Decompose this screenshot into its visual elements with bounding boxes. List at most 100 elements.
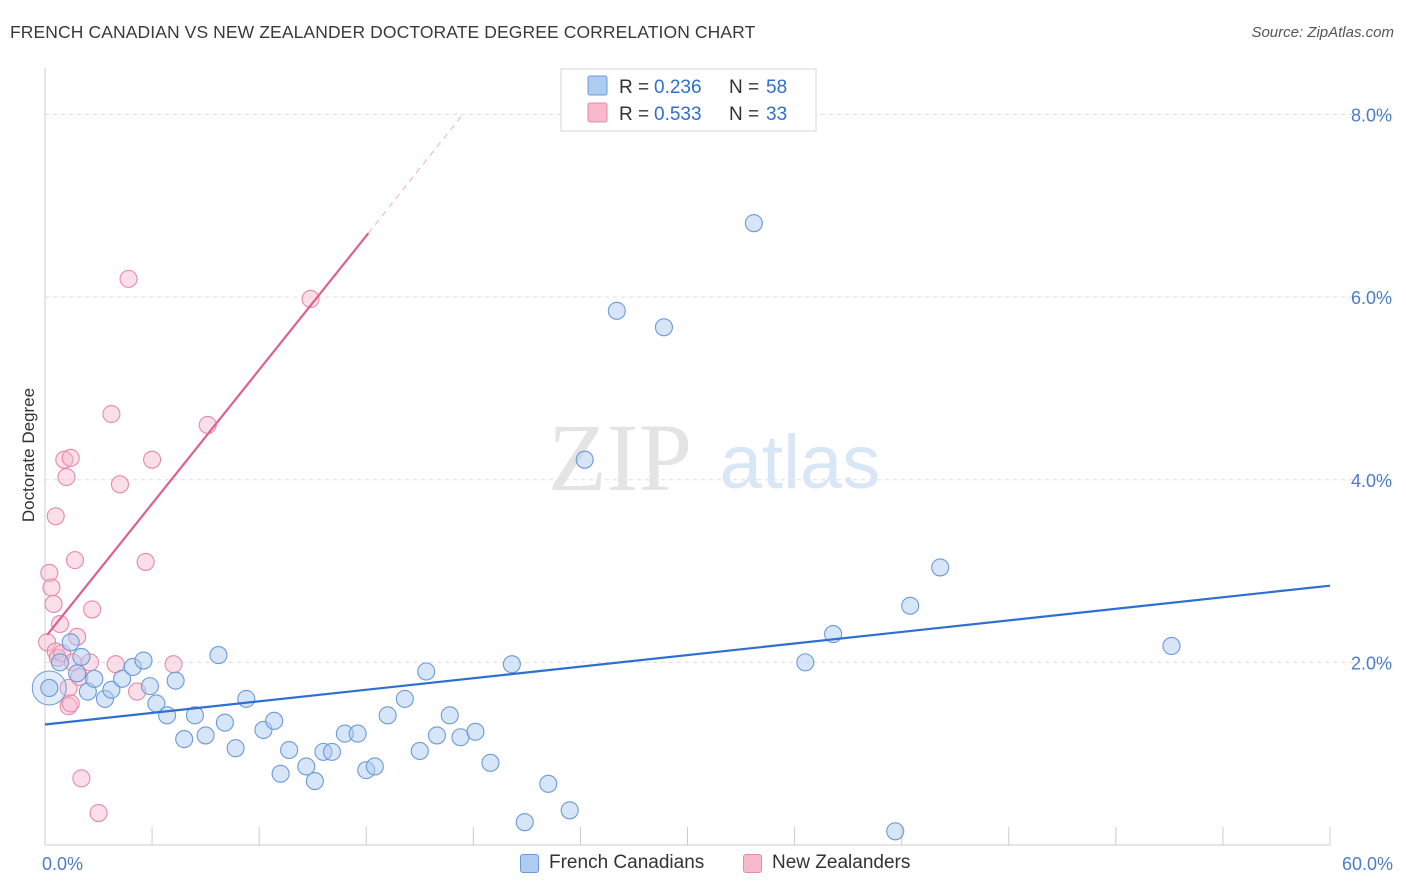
- y-tick-label: 6.0%: [1351, 288, 1392, 308]
- data-point-french-canadians: [265, 711, 284, 730]
- data-point-new-zealanders: [89, 803, 108, 823]
- correlation-legend: R = 0.236 N = 58 R = 0.533 N = 33: [560, 68, 817, 132]
- axis-layer: [44, 68, 1331, 846]
- data-point-french-canadians: [237, 689, 256, 708]
- legend-r-value-pink: 0.533: [654, 104, 702, 125]
- data-point-french-canadians: [451, 728, 470, 747]
- data-point-french-canadians: [575, 450, 594, 469]
- data-point-french-canadians: [166, 671, 185, 690]
- data-point-french-canadians: [796, 653, 815, 672]
- data-point-new-zealanders: [44, 594, 63, 613]
- y-tick-label: 4.0%: [1351, 471, 1392, 491]
- data-point-french-canadians: [607, 301, 626, 320]
- tick-labels: 2.0% 4.0% 6.0% 8.0% 0.0% 60.0%: [42, 106, 1393, 874]
- data-point-french-canadians: [134, 651, 153, 670]
- watermark: ZIP atlas: [548, 404, 880, 511]
- grid-layer: [45, 114, 1392, 663]
- legend-swatch-french-canadians: [520, 853, 539, 873]
- data-point-french-canadians: [744, 214, 763, 233]
- data-point-french-canadians: [395, 689, 414, 708]
- data-point-french-canadians: [61, 633, 80, 652]
- data-point-french-canadians: [305, 772, 324, 791]
- legend-n-value-blue: 58: [766, 77, 787, 98]
- data-point-french-canadians: [50, 653, 70, 672]
- data-point-french-canadians: [209, 646, 228, 665]
- legend-label-new-zealanders: New Zealanders: [772, 852, 911, 873]
- data-point-french-canadians: [931, 558, 950, 577]
- data-point-french-canadians: [113, 669, 132, 688]
- data-point-french-canadians: [271, 764, 290, 783]
- data-point-french-canadians: [196, 726, 215, 745]
- data-point-new-zealanders: [72, 769, 91, 788]
- data-point-french-canadians: [158, 706, 177, 725]
- data-point-french-canadians: [280, 740, 299, 760]
- data-point-french-canadians: [322, 742, 342, 761]
- data-point-french-canadians: [72, 647, 91, 666]
- data-point-new-zealanders: [46, 507, 65, 526]
- data-point-new-zealanders: [57, 467, 76, 487]
- trend-line-new-zealanders-extension: [368, 114, 464, 234]
- trend-lines: [44, 114, 1331, 726]
- trend-line-french-canadians: [44, 584, 1331, 726]
- data-point-new-zealanders: [42, 578, 61, 597]
- data-point-french-canadians: [654, 318, 673, 337]
- data-point-french-canadians: [140, 677, 159, 696]
- chart-title: FRENCH CANADIAN VS NEW ZEALANDER DOCTORA…: [10, 22, 756, 42]
- series-french-canadians-points: [31, 214, 1181, 841]
- data-point-new-zealanders: [143, 450, 162, 469]
- watermark-atlas: atlas: [720, 420, 881, 505]
- data-point-french-canadians: [102, 680, 121, 699]
- trend-line-new-zealanders: [46, 232, 370, 636]
- data-point-french-canadians: [515, 813, 534, 832]
- data-point-french-canadians: [410, 741, 429, 761]
- y-tick-label: 8.0%: [1351, 106, 1392, 126]
- data-point-new-zealanders: [102, 404, 121, 424]
- data-point-french-canadians: [85, 669, 104, 688]
- legend-label-french-canadians: French Canadians: [549, 852, 705, 873]
- data-point-new-zealanders: [61, 448, 80, 467]
- x-tick-label-min: 0.0%: [42, 854, 83, 874]
- legend-swatch-pink: [587, 102, 608, 123]
- legend-n-value-pink: 33: [766, 104, 787, 125]
- data-point-new-zealanders: [59, 678, 78, 697]
- y-axis-label: Doctorate Degree: [19, 388, 38, 522]
- data-point-french-canadians: [1162, 636, 1181, 655]
- legend-r-label: R =: [619, 77, 649, 98]
- legend-item-new-zealanders: New Zealanders: [743, 852, 910, 874]
- data-point-new-zealanders: [136, 552, 155, 571]
- data-point-french-canadians: [297, 757, 316, 776]
- data-point-french-canadians: [417, 662, 436, 681]
- data-point-french-canadians: [68, 664, 87, 683]
- series-legend: French Canadians New Zealanders: [0, 852, 1406, 878]
- data-point-new-zealanders: [61, 694, 80, 713]
- legend-n-label: N =: [729, 104, 759, 125]
- data-point-new-zealanders: [65, 551, 85, 570]
- data-point-new-zealanders: [110, 475, 130, 494]
- data-point-french-canadians: [226, 739, 245, 758]
- data-point-new-zealanders: [83, 600, 102, 619]
- data-point-new-zealanders: [164, 655, 183, 674]
- source-credit: Source: ZipAtlas.com: [1251, 24, 1394, 41]
- data-point-new-zealanders: [119, 269, 138, 288]
- legend-swatch-blue: [587, 75, 608, 96]
- data-point-french-canadians: [378, 706, 397, 725]
- data-point-french-canadians: [175, 730, 194, 749]
- data-point-french-canadians: [215, 713, 234, 732]
- data-point-french-canadians: [886, 822, 905, 841]
- legend-n-label: N =: [729, 77, 759, 98]
- watermark-zip: ZIP: [548, 404, 692, 511]
- data-point-new-zealanders: [55, 450, 74, 469]
- legend-r-label: R =: [619, 104, 649, 125]
- data-point-new-zealanders: [301, 289, 320, 309]
- data-point-french-canadians: [427, 726, 446, 745]
- data-point-french-canadians: [560, 801, 579, 820]
- data-point-french-canadians: [185, 706, 204, 725]
- data-point-french-canadians: [365, 757, 384, 776]
- data-point-french-canadians: [40, 678, 59, 697]
- data-point-new-zealanders: [40, 563, 59, 582]
- data-point-new-zealanders: [59, 697, 78, 716]
- data-point-french-canadians: [539, 774, 558, 793]
- x-tick-label-max: 60.0%: [1342, 854, 1393, 874]
- data-point-french-canadians: [348, 724, 367, 743]
